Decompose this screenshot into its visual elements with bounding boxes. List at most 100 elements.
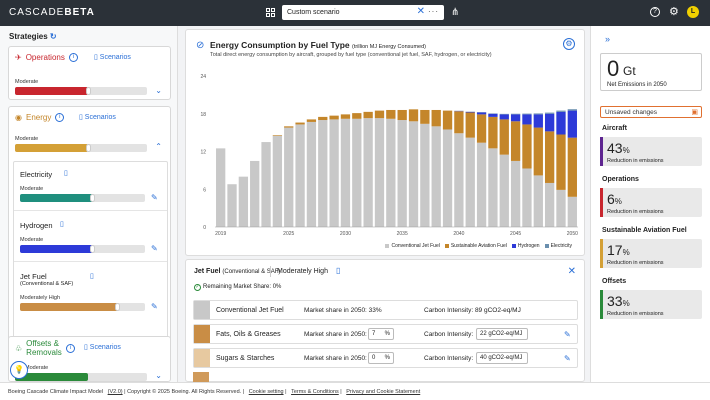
bar-segment[interactable] xyxy=(544,112,555,114)
bar-segment[interactable] xyxy=(567,110,577,138)
bar-segment[interactable] xyxy=(510,113,521,115)
bar-segment[interactable] xyxy=(522,124,532,169)
bar-segment[interactable] xyxy=(318,120,328,227)
scenarios-icon[interactable]: ▯ xyxy=(90,273,94,280)
scenarios-icon[interactable]: ▯ xyxy=(60,221,64,228)
offsets-slider[interactable] xyxy=(15,373,147,381)
bar-segment[interactable] xyxy=(352,118,362,227)
bar-segment[interactable] xyxy=(567,196,577,227)
bar-segment[interactable] xyxy=(544,182,555,227)
grid-icon[interactable] xyxy=(266,8,275,17)
slider-handle[interactable] xyxy=(115,303,120,311)
bar-segment[interactable] xyxy=(510,114,521,122)
bar-segment[interactable] xyxy=(567,109,577,111)
bar-segment[interactable] xyxy=(329,119,339,227)
bar-segment[interactable] xyxy=(499,113,509,115)
market-share-input[interactable]: 0% xyxy=(368,352,394,364)
bar-segment[interactable] xyxy=(499,114,509,120)
carbon-intensity-input[interactable]: 40 gCO2-eq/MJ xyxy=(476,352,528,364)
bar-segment[interactable] xyxy=(431,126,441,227)
carbon-intensity-input[interactable]: 22 gCO2-eq/MJ xyxy=(476,328,528,340)
slider-handle[interactable] xyxy=(86,144,91,152)
close-icon[interactable]: ✕ xyxy=(416,6,425,17)
bar-segment[interactable] xyxy=(510,121,521,161)
bar-segment[interactable] xyxy=(431,109,441,127)
bar-segment[interactable] xyxy=(556,110,566,112)
bar-segment[interactable] xyxy=(476,142,487,227)
electricity-slider[interactable] xyxy=(20,194,145,202)
bar-segment[interactable] xyxy=(340,118,351,227)
scenario-name-field[interactable]: Custom scenario ✕ ··· xyxy=(282,5,444,20)
bar-segment[interactable] xyxy=(442,129,453,227)
bar-segment[interactable] xyxy=(318,116,328,121)
app-logo[interactable]: CASCADEBETA xyxy=(9,7,95,18)
bar-segment[interactable] xyxy=(442,110,453,130)
collapse-panel-icon[interactable]: » xyxy=(605,34,611,44)
operations-scenarios-link[interactable]: ▯ Scenarios xyxy=(94,54,131,61)
bar-segment[interactable] xyxy=(352,113,362,119)
bar-segment[interactable] xyxy=(567,137,577,197)
bar-segment[interactable] xyxy=(420,123,430,227)
offsets-scenarios-link[interactable]: ▯ Scenarios xyxy=(84,344,121,351)
bar-segment[interactable] xyxy=(420,109,430,124)
privacy-link[interactable]: Privacy and Cookie Statement xyxy=(346,389,421,395)
slider-handle[interactable] xyxy=(90,194,95,202)
bar-segment[interactable] xyxy=(488,113,498,117)
info-icon[interactable]: i xyxy=(55,113,65,122)
slider-handle[interactable] xyxy=(90,245,95,253)
bar-segment[interactable] xyxy=(544,131,555,183)
chevron-down-icon[interactable]: ⌄ xyxy=(155,86,162,95)
edit-icon[interactable]: ✎ xyxy=(564,330,571,339)
bar-segment[interactable] xyxy=(250,160,260,227)
bar-segment[interactable] xyxy=(272,135,283,136)
bar-segment[interactable] xyxy=(499,119,509,155)
info-icon[interactable]: i xyxy=(68,53,78,62)
bar-segment[interactable] xyxy=(284,126,294,128)
edit-icon[interactable]: ✎ xyxy=(151,302,158,311)
bar-segment[interactable] xyxy=(340,114,351,119)
bar-segment[interactable] xyxy=(499,154,509,227)
chevron-up-icon[interactable]: ⌃ xyxy=(155,142,162,151)
energy-slider[interactable] xyxy=(15,144,147,152)
avatar[interactable]: L xyxy=(687,6,699,18)
help-icon[interactable]: ? xyxy=(650,7,660,17)
scenarios-icon[interactable]: ▯ xyxy=(336,266,341,275)
bar-segment[interactable] xyxy=(386,118,396,227)
bar-segment[interactable] xyxy=(476,114,487,143)
scenario-name-value[interactable]: Custom scenario xyxy=(287,9,340,16)
terms-link[interactable]: Terms & Conditions xyxy=(291,389,339,395)
more-icon[interactable]: ··· xyxy=(428,7,439,16)
edit-icon[interactable]: ✎ xyxy=(564,354,571,363)
bar-segment[interactable] xyxy=(544,113,555,132)
hydrogen-slider[interactable] xyxy=(20,245,145,253)
bar-segment[interactable] xyxy=(510,160,521,227)
bar-segment[interactable] xyxy=(374,110,385,119)
bar-segment[interactable] xyxy=(408,121,419,227)
bar-segment[interactable] xyxy=(397,120,407,227)
bar-segment[interactable] xyxy=(216,148,226,227)
unsaved-changes-button[interactable]: Unsaved changes ▣ xyxy=(600,106,702,118)
operations-slider[interactable] xyxy=(15,87,147,95)
bar-segment[interactable] xyxy=(374,118,385,227)
bar-segment[interactable] xyxy=(533,175,543,227)
jetfuel-slider[interactable] xyxy=(20,303,145,311)
bar-segment[interactable] xyxy=(397,109,407,121)
bar-segment[interactable] xyxy=(465,112,475,138)
bar-segment[interactable] xyxy=(465,137,475,227)
slider-handle[interactable] xyxy=(86,87,91,95)
bar-segment[interactable] xyxy=(363,111,373,119)
bar-segment[interactable] xyxy=(488,148,498,227)
bar-segment[interactable] xyxy=(522,113,532,115)
lightbulb-icon[interactable]: 💡 xyxy=(10,361,28,379)
bar-segment[interactable] xyxy=(306,119,317,122)
edit-icon[interactable]: ✎ xyxy=(151,193,158,202)
bar-segment[interactable] xyxy=(408,109,419,122)
bar-segment[interactable] xyxy=(295,124,305,227)
bar-segment[interactable] xyxy=(284,127,294,227)
bar-segment[interactable] xyxy=(454,133,464,227)
energy-scenarios-link[interactable]: ▯ Scenarios xyxy=(79,114,116,121)
bar-segment[interactable] xyxy=(306,121,317,227)
gear-icon[interactable]: ⚙ xyxy=(669,6,679,18)
chart-settings-icon[interactable]: ⚙ xyxy=(563,38,575,50)
bar-segment[interactable] xyxy=(238,176,249,227)
